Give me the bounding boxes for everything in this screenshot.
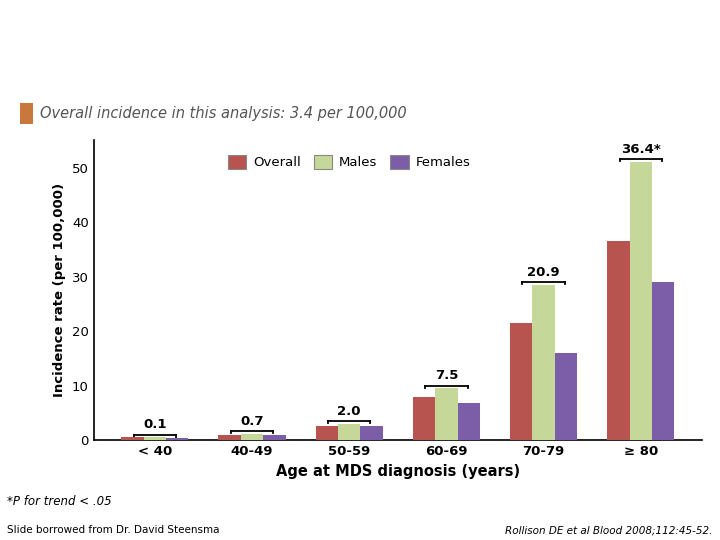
Bar: [607, 241, 629, 440]
Text: 0.7: 0.7: [240, 415, 264, 428]
Text: *P for trend < .05: *P for trend < .05: [7, 495, 112, 508]
Bar: [413, 396, 435, 440]
FancyBboxPatch shape: [20, 104, 33, 124]
Text: 7.5: 7.5: [435, 369, 458, 382]
Text: 0.1: 0.1: [143, 418, 166, 431]
Bar: [143, 437, 166, 440]
Y-axis label: Incidence rate (per 100,000): Incidence rate (per 100,000): [53, 183, 66, 397]
Text: 36.4*: 36.4*: [621, 143, 661, 156]
Bar: [166, 438, 189, 440]
Bar: [652, 282, 675, 440]
Bar: [218, 435, 240, 440]
Bar: [315, 427, 338, 440]
Text: Overall incidence in this analysis: 3.4 per 100,000: Overall incidence in this analysis: 3.4 …: [40, 106, 406, 122]
Bar: [121, 437, 143, 440]
Bar: [435, 388, 458, 440]
X-axis label: Age at MDS diagnosis (years): Age at MDS diagnosis (years): [276, 463, 520, 478]
Bar: [361, 427, 383, 440]
Bar: [532, 285, 555, 440]
Text: Rollison DE et al Blood 2008;112:45-52.: Rollison DE et al Blood 2008;112:45-52.: [505, 525, 713, 535]
Text: Age and Sex in MDS: Age and Sex in MDS: [164, 28, 556, 66]
Text: 2.0: 2.0: [338, 405, 361, 418]
Text: Slide borrowed from Dr. David Steensma: Slide borrowed from Dr. David Steensma: [7, 525, 220, 535]
Bar: [629, 162, 652, 440]
Legend: Overall, Males, Females: Overall, Males, Females: [222, 150, 476, 175]
Bar: [240, 434, 264, 440]
Bar: [555, 353, 577, 440]
Text: 20.9: 20.9: [527, 266, 560, 279]
Bar: [510, 323, 532, 440]
Bar: [458, 403, 480, 440]
Bar: [338, 424, 361, 440]
Bar: [264, 435, 286, 440]
